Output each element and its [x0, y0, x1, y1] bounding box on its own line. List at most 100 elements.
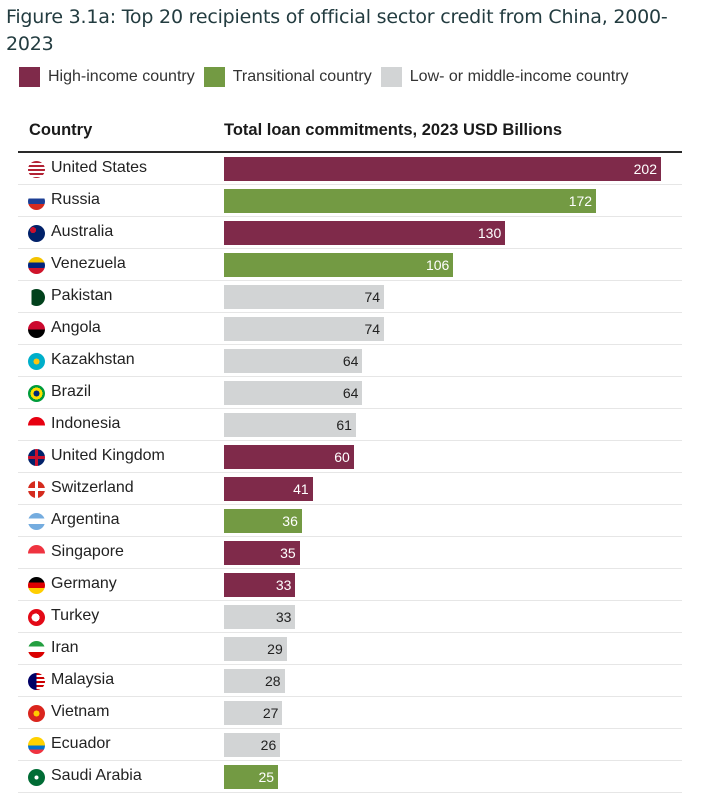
vietnam-flag-icon — [28, 705, 45, 722]
russia-flag-icon — [28, 193, 45, 210]
country-label: Singapore — [51, 543, 124, 560]
country-label: Turkey — [51, 607, 100, 624]
legend: High-income country Transitional country… — [19, 66, 638, 88]
indonesia-flag-icon — [28, 417, 45, 434]
bar-row: Venezuela 106 — [18, 249, 682, 281]
australia-flag-icon — [28, 225, 45, 242]
bar-row: United Kingdom 60 — [18, 441, 682, 473]
ecuador-flag-icon — [28, 737, 45, 754]
bar-value-label: 74 — [364, 321, 381, 337]
bar-value-label: 106 — [425, 257, 450, 273]
bar: 28 — [224, 669, 285, 693]
legend-item-high-income: High-income country — [19, 67, 195, 87]
bar-row: Argentina 36 — [18, 505, 682, 537]
country-label: United Kingdom — [51, 447, 165, 464]
bar-value-label: 27 — [262, 705, 279, 721]
bar: 130 — [224, 221, 506, 245]
country-label: Argentina — [51, 511, 120, 528]
bar: 33 — [224, 605, 296, 629]
malaysia-flag-icon — [28, 673, 45, 690]
bar-row: United States 202 — [18, 153, 682, 185]
country-label: Indonesia — [51, 415, 121, 432]
bar: 64 — [224, 381, 363, 405]
column-header-value: Total loan commitments, 2023 USD Billion… — [224, 121, 563, 139]
bar: 60 — [224, 445, 354, 469]
bar-value-label: 35 — [280, 545, 296, 561]
bar-value-label: 74 — [364, 289, 381, 305]
bar: 74 — [224, 317, 385, 341]
bar-row: Angola 74 — [18, 313, 682, 345]
country-label: United States — [51, 159, 148, 176]
legend-item-low-middle-income: Low- or middle-income country — [380, 67, 629, 87]
uk-flag-icon — [28, 449, 45, 466]
bar-value-label: 36 — [282, 513, 298, 529]
bar-row: Germany 33 — [18, 569, 682, 601]
turkey-flag-icon — [28, 609, 45, 626]
legend-label: High-income country — [48, 68, 195, 85]
bar: 27 — [224, 701, 283, 725]
bar-row: Switzerland 41 — [18, 473, 682, 505]
country-label: Iran — [51, 639, 79, 656]
brazil-flag-icon — [28, 385, 45, 402]
bar: 202 — [224, 157, 661, 181]
iran-flag-icon — [28, 641, 45, 658]
bar-value-label: 61 — [336, 417, 352, 433]
bar-row: Indonesia 61 — [18, 409, 682, 441]
country-label: Russia — [51, 191, 100, 208]
bar-row: Iran 29 — [18, 633, 682, 665]
bar-value-label: 25 — [258, 769, 275, 785]
bar-row: Vietnam 27 — [18, 697, 682, 729]
bar-value-label: 29 — [267, 641, 283, 657]
country-label: Malaysia — [51, 671, 115, 688]
bar-value-label: 64 — [342, 353, 359, 369]
bar: 172 — [224, 189, 597, 213]
venezuela-flag-icon — [28, 257, 45, 274]
bar-row: Turkey 33 — [18, 601, 682, 633]
bar-value-label: 28 — [264, 673, 281, 689]
country-label: Pakistan — [51, 287, 113, 304]
legend-swatch-low-middle-income — [380, 67, 402, 87]
bar: 61 — [224, 413, 356, 437]
country-label: Ecuador — [51, 735, 111, 752]
country-label: Venezuela — [51, 255, 126, 272]
bar: 25 — [224, 765, 279, 789]
bar-value-label: 130 — [477, 225, 502, 241]
chart-title: Figure 3.1a: Top 20 recipients of offici… — [6, 6, 668, 55]
country-label: Kazakhstan — [51, 351, 135, 368]
legend-swatch-transitional — [203, 67, 225, 87]
bar: 33 — [224, 573, 296, 597]
bar: 74 — [224, 285, 385, 309]
bar-row: Brazil 64 — [18, 377, 682, 409]
country-label: Brazil — [51, 383, 92, 400]
country-label: Saudi Arabia — [51, 767, 142, 784]
bar-value-label: 64 — [342, 385, 359, 401]
bar: 36 — [224, 509, 302, 533]
legend-item-transitional: Transitional country — [203, 67, 372, 87]
country-label: Angola — [51, 319, 101, 336]
bar-value-label: 60 — [334, 449, 350, 465]
kazakhstan-flag-icon — [28, 353, 45, 370]
bar: 29 — [224, 637, 287, 661]
country-label: Switzerland — [51, 479, 134, 496]
singapore-flag-icon — [28, 545, 45, 562]
germany-flag-icon — [28, 577, 45, 594]
country-label: Australia — [51, 223, 114, 240]
column-header-country: Country — [29, 121, 93, 139]
bar: 41 — [224, 477, 313, 501]
bar-value-label: 33 — [275, 609, 292, 625]
bar-row: Pakistan 74 — [18, 281, 682, 313]
us-flag-icon — [28, 161, 45, 178]
angola-flag-icon — [28, 321, 45, 338]
bar-value-label: 172 — [568, 193, 593, 209]
bar: 106 — [224, 253, 454, 277]
header-divider — [18, 151, 682, 153]
saudi-arabia-flag-icon — [28, 769, 45, 786]
bar-row: Australia 130 — [18, 217, 682, 249]
country-label: Vietnam — [51, 703, 110, 720]
bar-row: Malaysia 28 — [18, 665, 682, 697]
bar-value-label: 26 — [260, 737, 277, 753]
switzerland-flag-icon — [28, 481, 45, 498]
legend-swatch-high-income — [19, 67, 40, 87]
bar-row: Kazakhstan 64 — [18, 345, 682, 377]
country-label: Germany — [51, 575, 117, 592]
